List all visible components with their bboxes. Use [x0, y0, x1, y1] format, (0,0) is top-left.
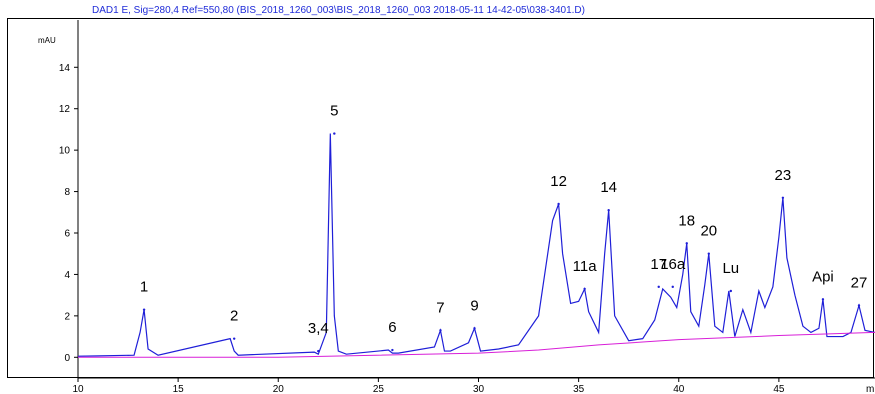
peak-label: 17 [650, 256, 667, 273]
peak-point [685, 242, 688, 245]
peak-label: 7 [436, 299, 444, 316]
y-tick-label: 2 [64, 311, 70, 322]
peak-label: 18 [678, 212, 695, 229]
peak-point [557, 202, 560, 206]
peak-label: 9 [470, 297, 478, 314]
x-tick-label: 30 [473, 384, 485, 394]
peak-label: 5 [330, 103, 338, 120]
y-tick-label: 0 [64, 353, 70, 364]
peak-label: Lu [722, 260, 739, 277]
y-tick-label: 8 [64, 187, 70, 198]
peak-point [391, 348, 394, 352]
peak-point [821, 298, 825, 301]
y-tick-label: 10 [59, 146, 71, 157]
peak-point [333, 132, 336, 135]
chart-title: DAD1 E, Sig=280,4 Ref=550,80 (BIS_2018_1… [92, 5, 585, 16]
peak-point [142, 308, 146, 311]
peak-label: Api [812, 268, 834, 285]
x-axis-label: m [866, 384, 874, 394]
peak-label: 20 [700, 223, 717, 240]
y-tick-label: 14 [59, 63, 71, 74]
peak-label: 12 [550, 173, 567, 190]
x-tick-label: 40 [673, 384, 685, 394]
peak-point [232, 337, 236, 340]
peak-label: 2 [230, 308, 238, 325]
baseline-trace [78, 331, 875, 358]
peak-label: 16a [660, 256, 686, 273]
peak-label: 6 [388, 319, 396, 336]
peak-label: 27 [851, 275, 868, 292]
peak-point [729, 289, 733, 293]
peak-point [781, 196, 785, 199]
signal-trace [77, 133, 875, 357]
x-tick-label: 45 [773, 384, 785, 394]
peak-label: 11a [573, 258, 598, 275]
plot-frame [7, 18, 874, 378]
x-tick-label: 25 [373, 384, 385, 394]
peak-point [671, 285, 674, 289]
y-tick-label: 4 [64, 270, 70, 281]
peak-point [317, 349, 320, 353]
peak-label: 23 [775, 167, 792, 184]
x-tick-label: 20 [273, 384, 285, 394]
x-tick-label: 10 [72, 384, 84, 394]
x-tick-label: 35 [573, 384, 585, 394]
peak-label: 3,4 [308, 320, 329, 337]
x-tick-label: 15 [173, 384, 185, 394]
peak-point [657, 285, 660, 289]
series-group [77, 133, 875, 358]
peak-label: 1 [140, 279, 148, 296]
peak-label: 14 [600, 179, 617, 196]
y-tick-label: 6 [64, 229, 70, 240]
peak-point [473, 327, 476, 330]
peak-point [707, 252, 710, 255]
peak-point [607, 209, 610, 212]
peak-point [857, 304, 861, 307]
y-tick-label: 12 [59, 104, 71, 115]
peak-point [439, 329, 442, 332]
y-axis-label: mAU [38, 36, 56, 45]
peak-point [583, 287, 586, 291]
